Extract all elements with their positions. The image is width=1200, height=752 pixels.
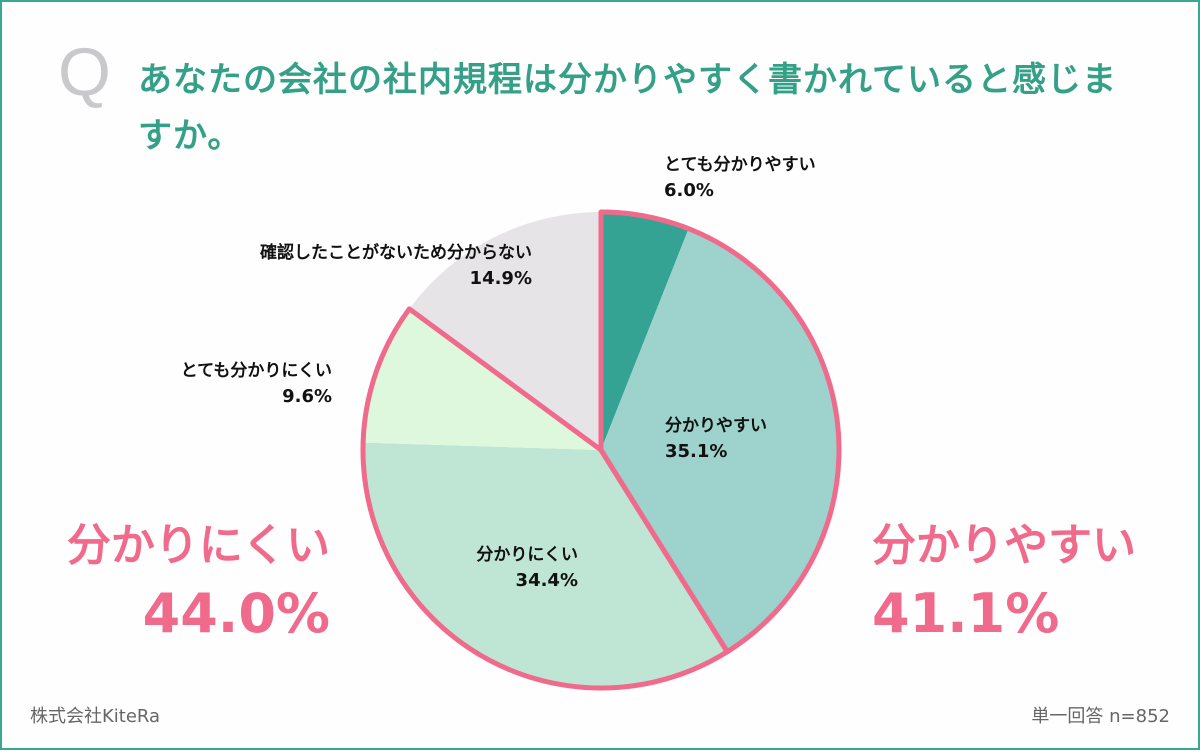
- summary-hard-name: 分かりにくい: [66, 520, 330, 571]
- pie-slice: [409, 212, 601, 450]
- pie-slice: [363, 308, 601, 450]
- summary-hard-pct: 44.0%: [142, 582, 330, 645]
- label-hard-name: 分かりにくい: [476, 545, 578, 565]
- company-credit: 株式会社KiteRa: [30, 706, 161, 727]
- label-easy-pct: 35.1%: [665, 441, 728, 462]
- label-very-easy-name: とても分かりやすい: [664, 155, 816, 175]
- label-unknown: 確認したことがないため分からない 14.9%: [260, 240, 532, 292]
- question-title: あなたの会社の社内規程は分かりやすく書かれていると感じますか。: [138, 60, 1117, 156]
- label-easy-name: 分かりやすい: [665, 416, 767, 436]
- label-hard-pct: 34.4%: [515, 570, 578, 591]
- label-very-hard-pct: 9.6%: [282, 386, 332, 407]
- label-very-hard-name: とても分かりにくい: [180, 361, 332, 381]
- label-very-easy-pct: 6.0%: [664, 180, 714, 201]
- pie-slices: [363, 212, 839, 689]
- pie-slice: [601, 228, 839, 652]
- label-very-hard: とても分かりにくい 9.6%: [181, 358, 332, 410]
- group-outline: [598, 209, 842, 655]
- label-very-easy: とても分かりやすい 6.0%: [664, 152, 816, 204]
- group-outline: [360, 306, 730, 691]
- label-unknown-name: 確認したことがないため分からない: [260, 243, 532, 263]
- question-mark-icon: Q: [58, 34, 111, 110]
- pie-slice: [601, 212, 689, 450]
- summary-easy-name: 分かりやすい: [872, 520, 1136, 571]
- group-outlines: [360, 209, 842, 691]
- summary-hard: 分かりにくい 44.0%: [67, 514, 330, 650]
- pie-slice: [363, 442, 728, 689]
- label-hard: 分かりにくい 34.4%: [476, 542, 578, 594]
- summary-easy: 分かりやすい 41.1%: [872, 514, 1136, 650]
- sample-note: 単一回答 n=852: [1031, 706, 1170, 727]
- label-easy: 分かりやすい 35.1%: [665, 413, 767, 465]
- label-unknown-pct: 14.9%: [469, 268, 532, 289]
- summary-easy-pct: 41.1%: [872, 582, 1060, 645]
